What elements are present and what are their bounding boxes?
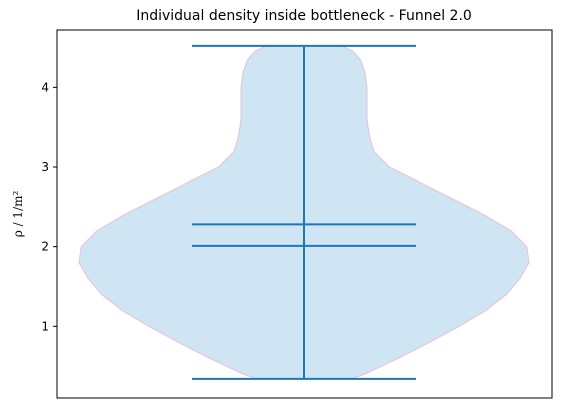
- y-tick-label: 2: [41, 240, 49, 254]
- y-axis-label: ρ / 1/m²: [11, 191, 25, 238]
- plot-frame: [56, 29, 553, 399]
- y-axis: 1 2 3 4: [41, 80, 57, 333]
- violin-stat-lines: [192, 44, 416, 380]
- y-tick-label: 3: [41, 160, 49, 174]
- plot-area: [56, 29, 553, 399]
- y-tick-label: 4: [41, 80, 49, 94]
- y-tick-label: 1: [41, 319, 49, 333]
- chart-title: Individual density inside bottleneck - F…: [136, 8, 472, 24]
